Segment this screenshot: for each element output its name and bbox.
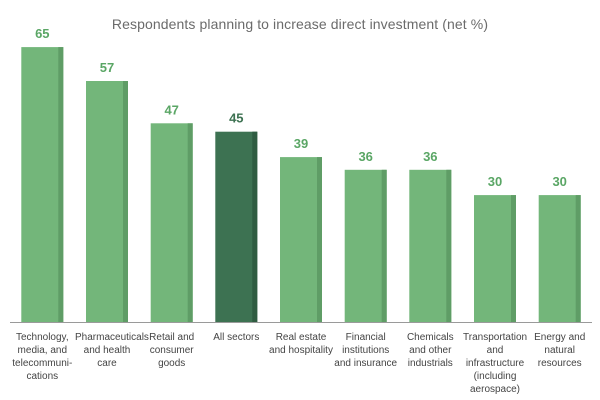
tick-label-7: Chemicals and other industrials [406,332,454,369]
tick-label-9: Energy and natural resources [534,332,586,369]
tick-label-6: Financial institutions and insurance [334,332,398,369]
data-label-7: 36 [423,149,437,164]
bar-shade-7 [446,169,452,322]
bar-4 [215,131,258,322]
data-label-3: 47 [164,102,178,117]
data-label-5: 39 [294,136,308,151]
data-label-1: 65 [35,26,49,41]
bar-6 [344,169,387,322]
bar-shade-9 [575,195,581,322]
bar-5 [280,157,322,322]
tick-label-3: Retail and consumer goods [149,332,195,369]
bar-9 [538,195,581,322]
bar-shade-4 [252,131,258,322]
data-label-8: 30 [488,174,502,189]
tick-label-2: Pharmaceuticals and health care [75,332,149,369]
tick-label-8: Transportation and infrastructure (inclu… [463,332,528,395]
bar-8 [474,195,516,322]
data-label-6: 36 [358,149,372,164]
data-label-2: 57 [100,60,114,75]
data-label-4: 45 [229,111,243,126]
tick-label-4: All sectors [213,332,260,343]
chart-title: Respondents planning to increase direct … [111,16,489,32]
bar-7 [409,169,452,322]
bar-1 [21,47,64,322]
bar-shade-2 [123,81,128,322]
tick-label-5: Real estate and hospitality [269,332,333,356]
bar-3 [150,123,193,322]
bar-shade-3 [187,123,193,322]
bar-shade-6 [381,169,387,322]
data-label-9: 30 [552,174,566,189]
bar-2 [86,81,128,322]
tick-label-1: Technology, media, and telecommuni-catio… [12,332,73,382]
bar-shade-8 [511,195,516,322]
bar-shade-5 [317,157,322,322]
bar-shade-1 [58,47,64,322]
